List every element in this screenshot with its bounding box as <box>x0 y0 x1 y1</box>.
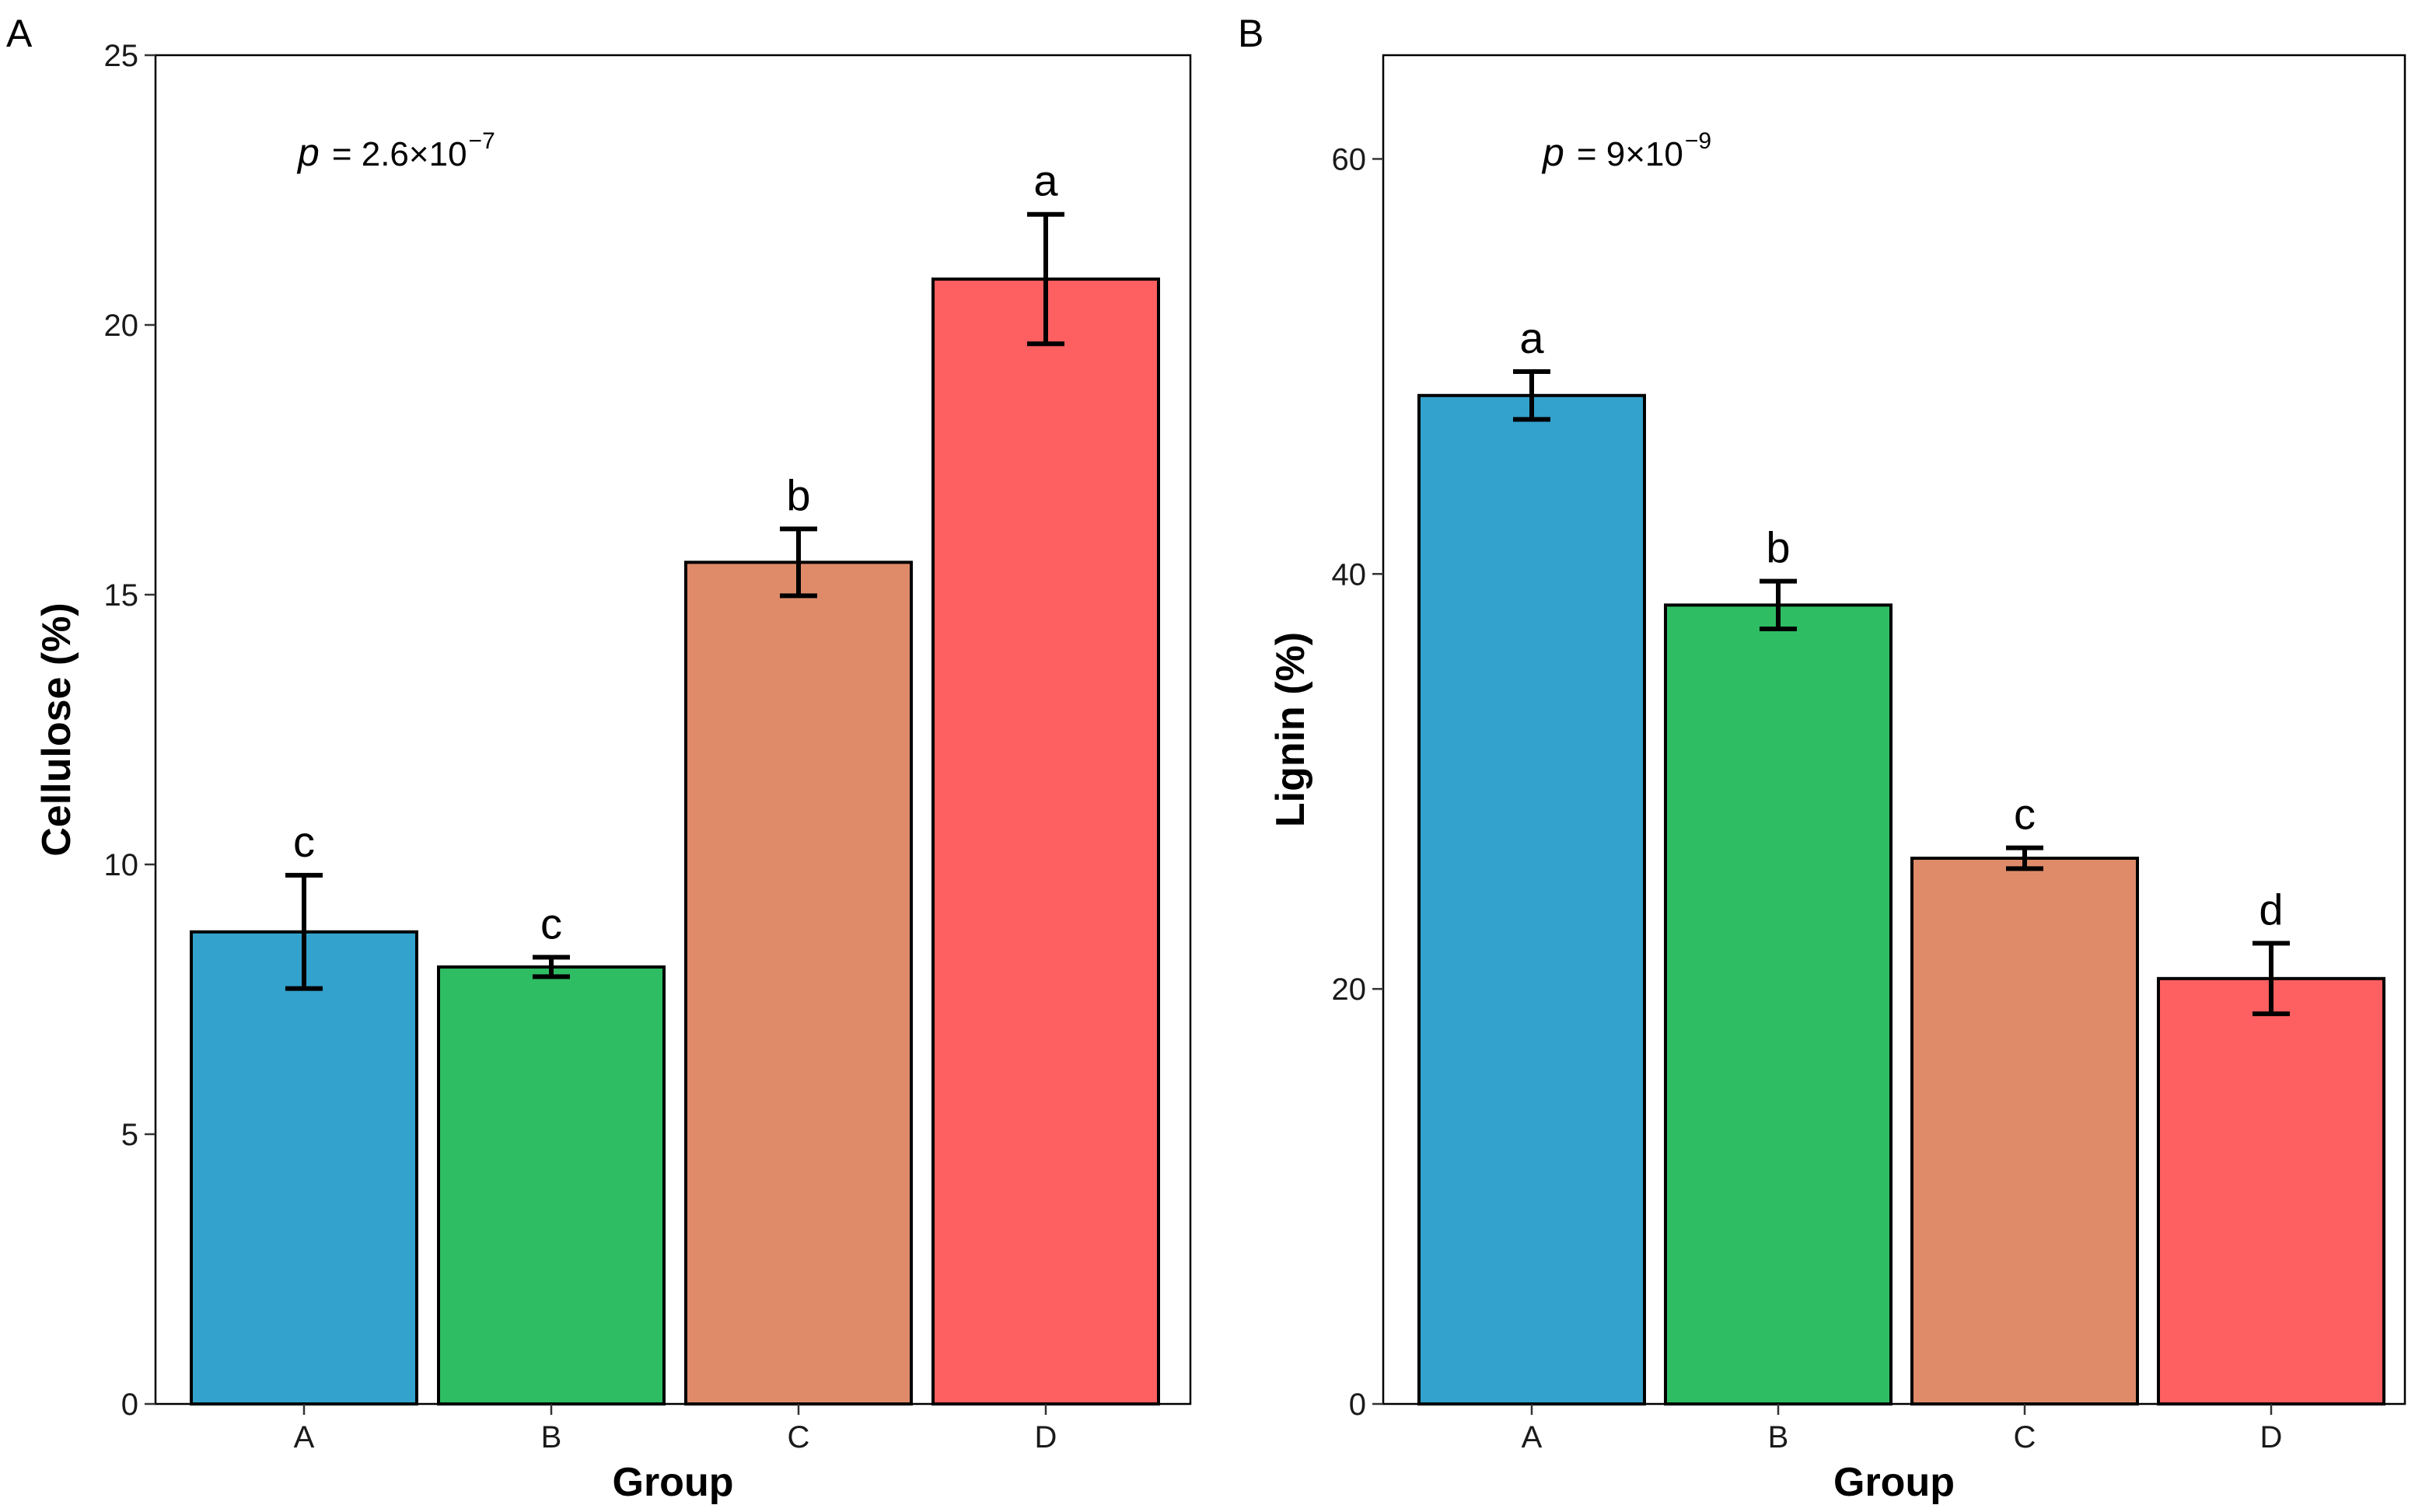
x-tick-label: D <box>2260 1420 2283 1454</box>
x-tick-label: C <box>2014 1420 2036 1454</box>
significance-letter: c <box>2014 790 2036 839</box>
bar-c <box>1910 856 2139 1405</box>
p-value-annotation: p = 2.6×10−7 <box>296 128 495 174</box>
bar-d <box>931 278 1160 1405</box>
x-axis-title: Group <box>1833 1460 1955 1505</box>
y-tick-label: 25 <box>104 39 139 73</box>
x-tick-label: A <box>1522 1420 1543 1454</box>
p-symbol: p <box>1541 131 1564 174</box>
y-tick-label: 40 <box>1332 557 1367 592</box>
y-axis-title: Cellulose (%) <box>34 602 79 857</box>
significance-letter: a <box>1033 156 1058 205</box>
p-value-text: = 2.6×10 <box>332 135 467 173</box>
significance-letter: b <box>786 470 810 519</box>
y-tick-label: 60 <box>1332 142 1367 176</box>
bar-b <box>437 965 666 1405</box>
significance-letter: c <box>540 899 562 948</box>
panel-label: A <box>6 12 33 55</box>
y-tick-label: 5 <box>121 1118 138 1152</box>
plot-frame <box>1382 54 2406 1405</box>
p-value-text: = 9×10 <box>1577 135 1683 173</box>
x-tick-label: D <box>1035 1420 1057 1454</box>
x-axis-title: Group <box>613 1460 734 1505</box>
x-tick-label: A <box>294 1420 315 1454</box>
chart-panel-b: B 0 20 40 60 a Ab Bc Cd D Group Lignin (%) p = 9×10−9 <box>1238 12 2406 1505</box>
panel-label: B <box>1238 12 1263 55</box>
significance-letter: b <box>1766 523 1790 572</box>
bar-a <box>1417 393 1646 1405</box>
p-value-exponent: −7 <box>469 128 495 154</box>
y-tick-label: 0 <box>1349 1388 1366 1422</box>
y-tick-label: 10 <box>104 848 139 882</box>
y-tick-label: 15 <box>104 578 139 613</box>
bar-b <box>1664 603 1893 1405</box>
y-tick-label: 20 <box>104 309 139 343</box>
plot-frame <box>154 54 1192 1405</box>
bar-a <box>190 930 418 1405</box>
x-tick-label: B <box>1768 1420 1789 1454</box>
x-tick-label: C <box>788 1420 810 1454</box>
chart-panel-a: A 0 5 10 15 20 25 c Ac Bb Ca D Group Cellulose (%) p = … <box>6 12 1192 1505</box>
x-tick-label: B <box>541 1420 562 1454</box>
p-symbol: p <box>296 131 320 174</box>
y-tick-label: 20 <box>1332 972 1367 1007</box>
significance-letter: a <box>1519 313 1544 362</box>
bar-c <box>684 560 913 1405</box>
significance-letter: c <box>293 817 315 866</box>
bar-d <box>2157 976 2385 1406</box>
p-value-exponent: −9 <box>1685 128 1711 154</box>
y-tick-label: 0 <box>121 1388 138 1422</box>
y-axis-title: Lignin (%) <box>1268 632 1313 827</box>
p-value-annotation: p = 9×10−9 <box>1541 128 1711 174</box>
significance-letter: d <box>2259 885 2283 934</box>
